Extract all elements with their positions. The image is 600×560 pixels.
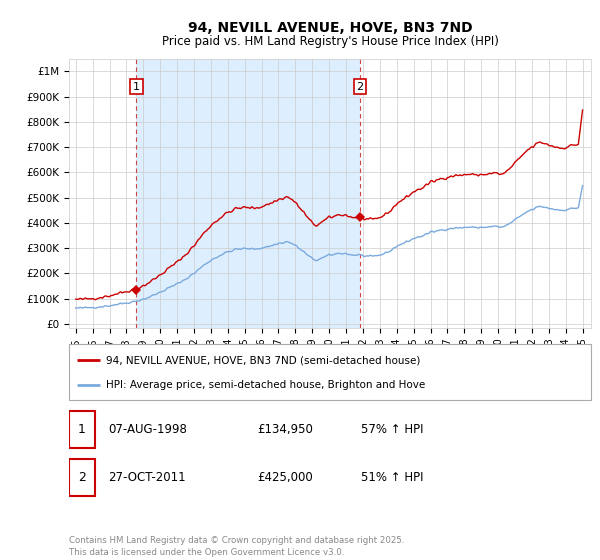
FancyBboxPatch shape — [69, 344, 591, 400]
Text: 1: 1 — [78, 423, 86, 436]
Text: 27-OCT-2011: 27-OCT-2011 — [108, 471, 186, 484]
Text: 2: 2 — [356, 82, 364, 92]
Bar — [136, 59, 360, 328]
Text: £134,950: £134,950 — [257, 423, 313, 436]
Text: 94, NEVILL AVENUE, HOVE, BN3 7ND: 94, NEVILL AVENUE, HOVE, BN3 7ND — [188, 21, 472, 35]
Text: Price paid vs. HM Land Registry's House Price Index (HPI): Price paid vs. HM Land Registry's House … — [161, 35, 499, 48]
FancyBboxPatch shape — [69, 459, 95, 496]
Text: Contains HM Land Registry data © Crown copyright and database right 2025.
This d: Contains HM Land Registry data © Crown c… — [69, 536, 404, 557]
Text: £425,000: £425,000 — [257, 471, 313, 484]
FancyBboxPatch shape — [69, 411, 95, 448]
Text: 1: 1 — [133, 82, 140, 92]
Text: 2: 2 — [78, 471, 86, 484]
Text: 94, NEVILL AVENUE, HOVE, BN3 7ND (semi-detached house): 94, NEVILL AVENUE, HOVE, BN3 7ND (semi-d… — [106, 355, 420, 365]
Text: 07-AUG-1998: 07-AUG-1998 — [108, 423, 187, 436]
Text: 51% ↑ HPI: 51% ↑ HPI — [361, 471, 424, 484]
Text: HPI: Average price, semi-detached house, Brighton and Hove: HPI: Average price, semi-detached house,… — [106, 380, 425, 390]
Text: 57% ↑ HPI: 57% ↑ HPI — [361, 423, 424, 436]
